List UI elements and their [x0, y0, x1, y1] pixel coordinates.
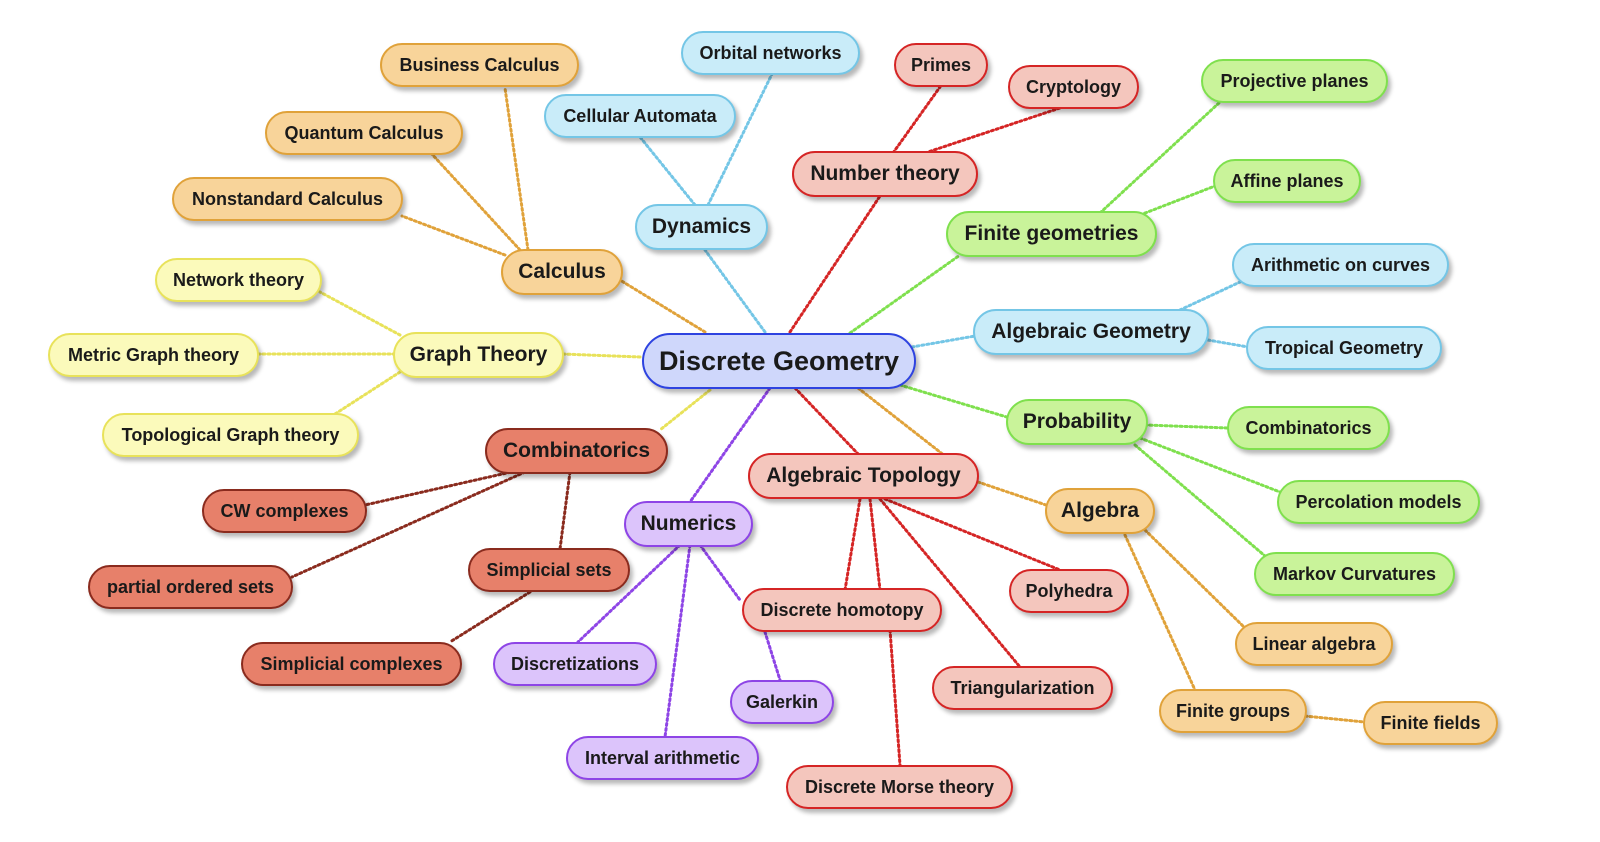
node-topological-graph-theory[interactable]: Topological Graph theory: [102, 413, 359, 457]
node-percolation-models[interactable]: Percolation models: [1277, 480, 1480, 524]
node-graph-theory[interactable]: Graph Theory: [393, 332, 564, 378]
edge-purple: [763, 630, 782, 682]
node-discretizations[interactable]: Discretizations: [493, 642, 657, 686]
edge-orange: [1123, 533, 1197, 692]
edge-orange: [428, 150, 522, 252]
node-algebra[interactable]: Algebra: [1045, 488, 1155, 534]
node-calculus[interactable]: Calculus: [501, 249, 623, 295]
edge-orange: [856, 386, 947, 458]
edge-orange: [1303, 714, 1366, 724]
node-dynamics[interactable]: Dynamics: [635, 204, 768, 250]
node-number-theory[interactable]: Number theory: [792, 151, 978, 197]
edge-orange: [503, 86, 530, 252]
node-partial-ordered-sets[interactable]: partial ordered sets: [88, 565, 293, 609]
node-triangularization[interactable]: Triangularization: [932, 666, 1113, 710]
edge-purple: [688, 386, 772, 504]
node-interval-arithmetic[interactable]: Interval arithmetic: [566, 736, 759, 780]
edge-purple: [698, 543, 742, 602]
node-affine-planes[interactable]: Affine planes: [1213, 159, 1361, 203]
edge-yellow: [560, 352, 642, 359]
node-quantum-calculus[interactable]: Quantum Calculus: [265, 111, 463, 155]
node-probability[interactable]: Probability: [1006, 399, 1148, 445]
node-business-calculus[interactable]: Business Calculus: [380, 43, 579, 87]
node-metric-graph-theory[interactable]: Metric Graph theory: [48, 333, 259, 377]
edge-blue: [706, 72, 774, 207]
edge-red: [868, 497, 882, 592]
node-linear-algebra[interactable]: Linear algebra: [1235, 622, 1393, 666]
edge-red: [793, 386, 862, 458]
node-discrete-homotopy[interactable]: Discrete homotopy: [742, 588, 942, 632]
node-orbital-networks[interactable]: Orbital networks: [681, 31, 860, 75]
edge-brick: [290, 470, 527, 579]
node-galerkin[interactable]: Galerkin: [730, 680, 834, 724]
edge-blue: [910, 334, 977, 349]
edge-orange: [1143, 528, 1247, 630]
node-finite-groups[interactable]: Finite groups: [1159, 689, 1307, 733]
edge-green: [1138, 436, 1282, 494]
node-finite-geometries[interactable]: Finite geometries: [946, 211, 1157, 257]
node-finite-fields[interactable]: Finite fields: [1363, 701, 1498, 745]
node-simplicial-sets[interactable]: Simplicial sets: [468, 548, 630, 592]
edge-green: [1143, 423, 1230, 430]
edge-red: [923, 106, 1062, 155]
node-projective-planes[interactable]: Projective planes: [1201, 59, 1388, 103]
edge-green: [1098, 100, 1222, 215]
edge-brick: [363, 468, 522, 507]
node-combinatorics[interactable]: Combinatorics: [485, 428, 668, 474]
edge-orange: [618, 278, 707, 334]
node-markov-curvatures[interactable]: Markov Curvatures: [1254, 552, 1455, 596]
edge-green: [1133, 443, 1267, 558]
node-algebraic-geometry[interactable]: Algebraic Geometry: [973, 309, 1209, 355]
edge-red: [878, 497, 1022, 669]
edge-orange: [400, 214, 507, 257]
edge-green: [1138, 184, 1217, 217]
edge-blue: [703, 248, 767, 334]
edge-red: [888, 628, 902, 767]
node-primes[interactable]: Primes: [894, 43, 988, 87]
node-discrete-geometry[interactable]: Discrete Geometry: [642, 333, 916, 389]
edge-orange: [976, 480, 1048, 507]
node-cw-complexes[interactable]: CW complexes: [202, 489, 367, 533]
node-cellular-automata[interactable]: Cellular Automata: [544, 94, 736, 138]
node-algebraic-topology[interactable]: Algebraic Topology: [748, 453, 979, 499]
edge-yellow: [318, 290, 402, 337]
edge-blue: [1206, 338, 1250, 349]
node-discrete-morse-theory[interactable]: Discrete Morse theory: [786, 765, 1013, 809]
edge-yellow: [333, 370, 402, 416]
edge-brick: [558, 470, 572, 551]
node-arithmetic-on-curves[interactable]: Arithmetic on curves: [1232, 243, 1449, 287]
edge-red: [843, 497, 862, 592]
node-numerics[interactable]: Numerics: [624, 501, 753, 547]
edge-green: [848, 253, 962, 335]
node-network-theory[interactable]: Network theory: [155, 258, 322, 302]
edge-purple: [663, 543, 692, 739]
node-simplicial-complexes[interactable]: Simplicial complexes: [241, 642, 462, 686]
edge-red: [883, 497, 1062, 572]
node-combinatorics-leaf[interactable]: Combinatorics: [1227, 406, 1390, 450]
node-polyhedra[interactable]: Polyhedra: [1009, 569, 1129, 613]
edge-blue: [638, 135, 697, 207]
edge-brick: [448, 590, 532, 644]
edge-red: [891, 85, 942, 155]
edge-yellow: [658, 388, 712, 432]
edge-blue: [1178, 280, 1242, 312]
node-nonstandard-calculus[interactable]: Nonstandard Calculus: [172, 177, 403, 221]
node-tropical-geometry[interactable]: Tropical Geometry: [1246, 326, 1442, 370]
edge-purple: [576, 543, 682, 644]
edge-green: [898, 383, 1012, 420]
node-cryptology[interactable]: Cryptology: [1008, 65, 1139, 109]
edge-red: [788, 194, 882, 334]
